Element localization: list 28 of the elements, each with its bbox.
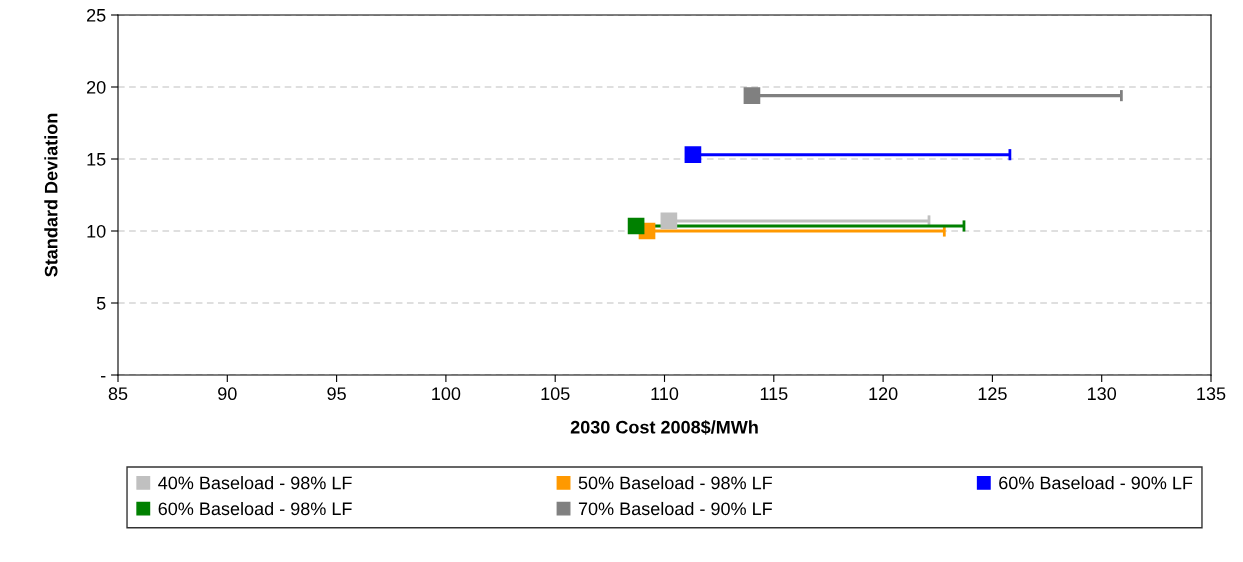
point xyxy=(684,146,702,164)
x-tick-label: 130 xyxy=(1088,387,1117,401)
y-axis-title: Standard Deviation xyxy=(44,113,58,277)
x-tick-label: 125 xyxy=(978,387,1007,401)
x-axis-title: 2030 Cost 2008$/MWh xyxy=(570,419,758,435)
legend-label: 60% Baseload - 98% LF xyxy=(158,501,352,516)
point xyxy=(627,217,645,235)
x-tick-label: 105 xyxy=(541,387,570,401)
y-tick-label: 25 xyxy=(87,8,106,22)
y-tick-label: 10 xyxy=(87,224,106,238)
y-tick-label: 15 xyxy=(87,153,106,166)
y-tick-label: 5 xyxy=(96,297,106,310)
point xyxy=(660,212,678,230)
legend-label: 60% Baseload - 90% LF xyxy=(999,476,1193,490)
x-tick-label: 100 xyxy=(432,387,461,401)
x-tick-label: 135 xyxy=(1197,387,1226,401)
x-tick-label: 110 xyxy=(651,387,679,401)
x-tick-label: 120 xyxy=(869,387,898,401)
x-tick-label: 115 xyxy=(760,387,788,401)
x-tick-label: 85 xyxy=(108,387,128,401)
y-tick-label: - xyxy=(100,376,106,378)
legend-label: 70% Baseload - 90% LF xyxy=(578,501,772,516)
point xyxy=(743,87,761,104)
x-tick-label: 95 xyxy=(327,387,346,401)
y-tick-label: 20 xyxy=(87,80,106,94)
legend-label: 50% Baseload - 98% LF xyxy=(578,476,772,490)
x-tick-label: 90 xyxy=(218,387,237,401)
legend-label: 40% Baseload - 98% LF xyxy=(158,476,352,490)
